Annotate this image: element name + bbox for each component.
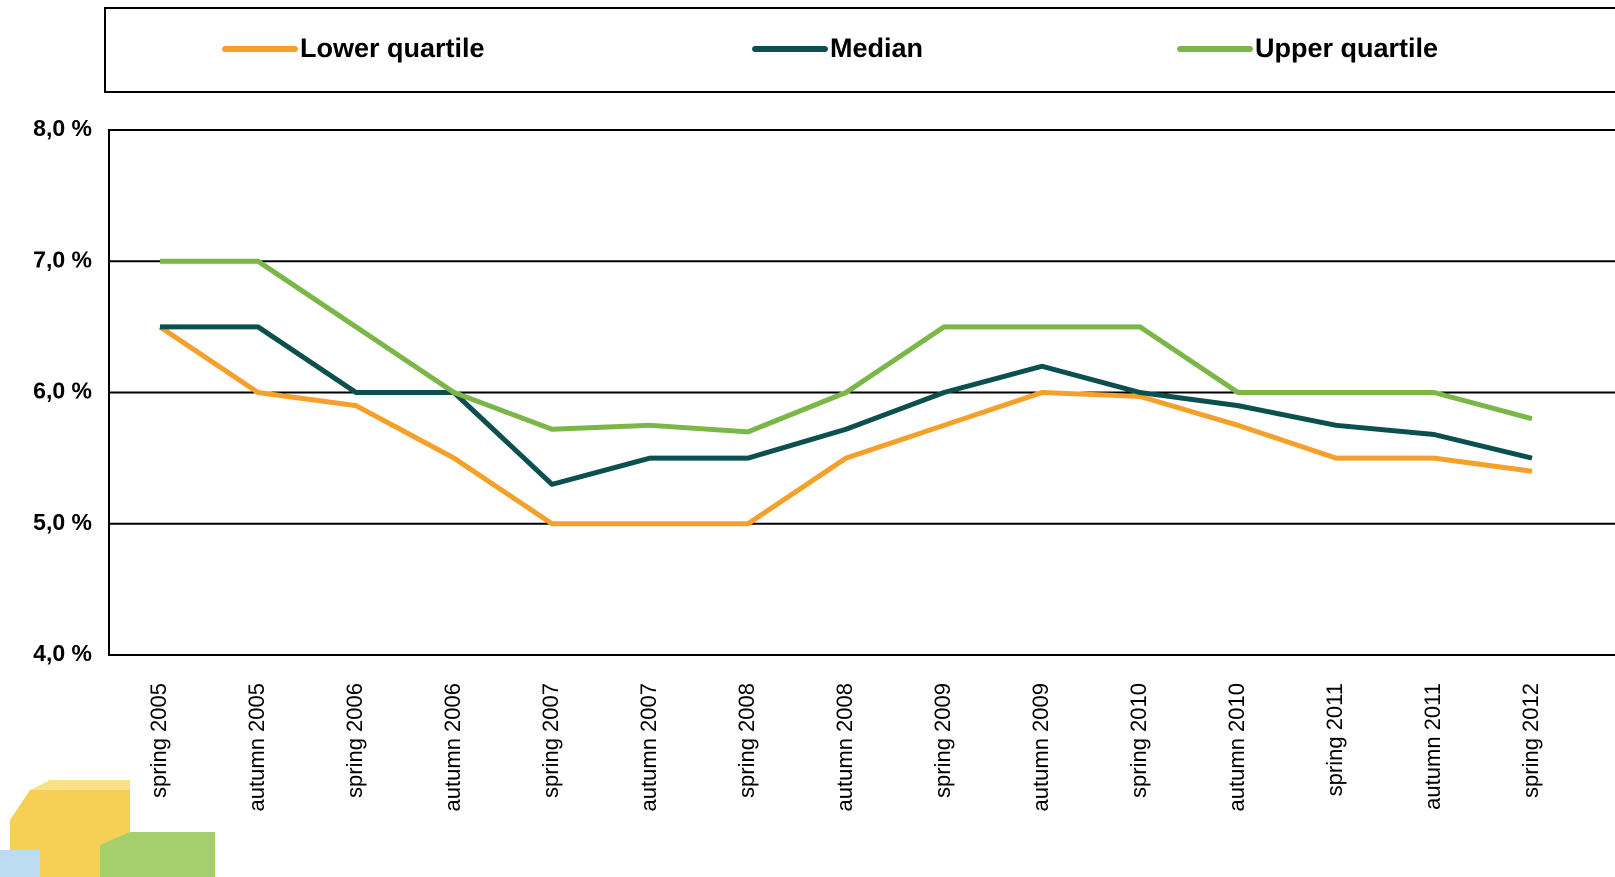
y-tick-label: 6,0 %	[33, 378, 92, 404]
legend-box	[104, 7, 1615, 93]
x-tick-label: spring 2011	[1322, 683, 1347, 796]
x-tick-label: spring 2008	[734, 683, 759, 798]
y-tick-label: 4,0 %	[33, 640, 92, 666]
legend-label: Upper quartile	[1255, 33, 1438, 63]
x-tick-label: autumn 2006	[440, 683, 465, 811]
y-tick-label: 8,0 %	[33, 115, 92, 141]
x-tick-label: autumn 2008	[832, 683, 857, 811]
y-tick-label: 7,0 %	[33, 246, 92, 272]
x-tick-label: spring 2009	[930, 683, 955, 798]
legend-label: Lower quartile	[300, 33, 485, 63]
x-tick-label: autumn 2007	[636, 683, 661, 811]
x-tick-label: autumn 2005	[244, 683, 269, 811]
series-line	[158, 324, 1533, 527]
logo	[0, 780, 215, 877]
series-line	[160, 258, 1533, 435]
x-tick-label: autumn 2011	[1420, 683, 1445, 810]
x-tick-label: autumn 2010	[1224, 683, 1249, 811]
x-tick-label: spring 2010	[1126, 683, 1151, 798]
y-tick-label: 5,0 %	[33, 509, 92, 535]
x-tick-label: autumn 2009	[1028, 683, 1053, 811]
x-tick-label: spring 2007	[538, 683, 563, 798]
legend-label: Median	[830, 33, 923, 63]
series-line	[160, 324, 1533, 487]
x-tick-label: spring 2005	[146, 683, 171, 798]
x-tick-label: spring 2006	[342, 683, 367, 798]
x-tick-label: spring 2012	[1518, 683, 1543, 798]
